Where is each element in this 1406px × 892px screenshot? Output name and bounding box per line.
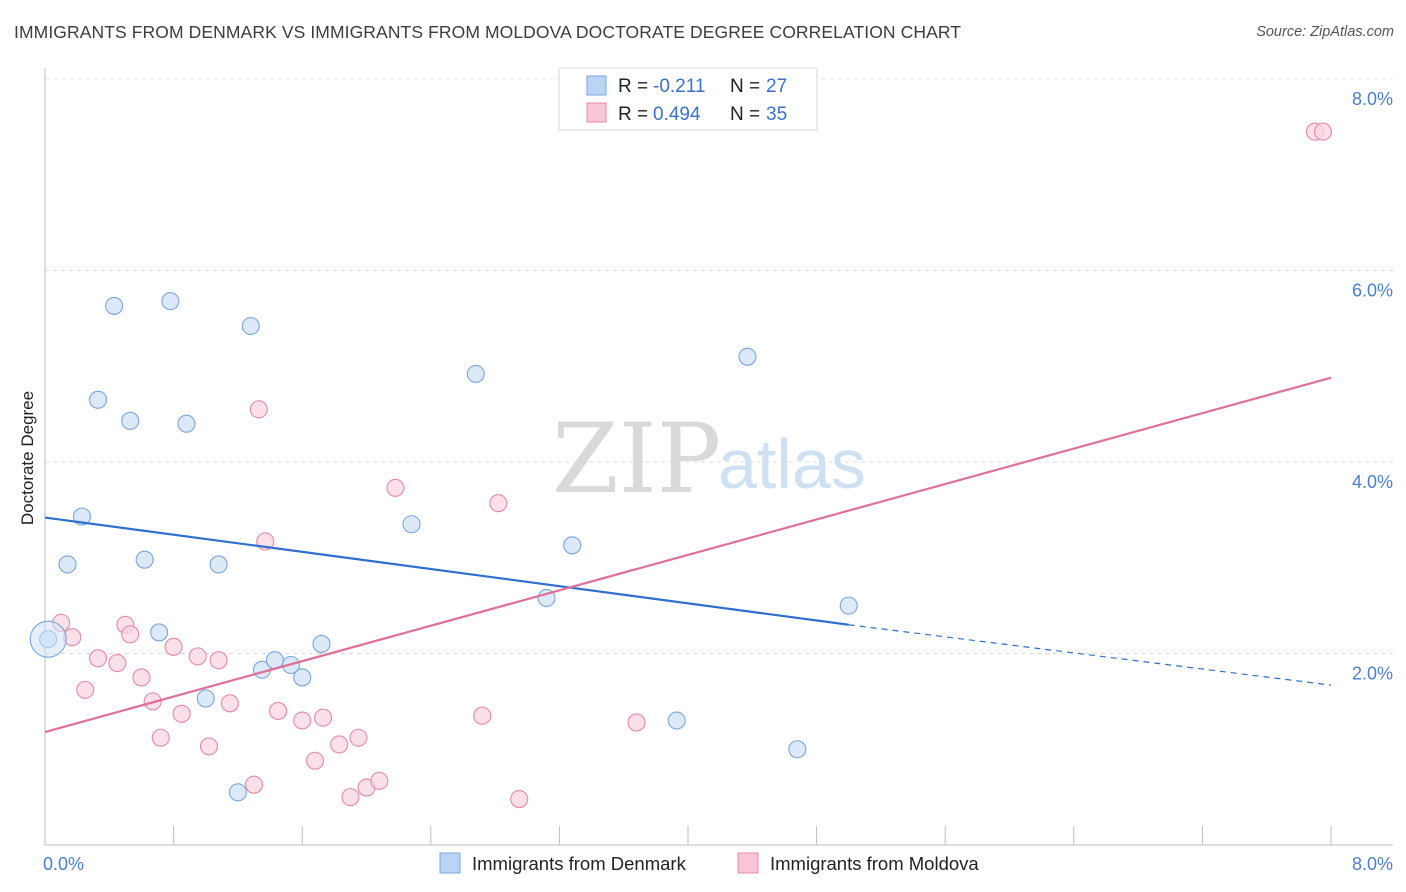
point-s1-14	[209, 651, 228, 670]
point-s0-18	[312, 634, 331, 653]
point-s1-24	[341, 788, 360, 807]
point-s0-20	[466, 364, 485, 383]
point-s1-32	[627, 713, 646, 732]
bottom-legend-swatch-denmark	[439, 852, 461, 874]
legend-r-value-denmark: -0.211	[653, 76, 705, 97]
axes	[44, 68, 1393, 846]
point-s1-28	[386, 478, 405, 497]
point-s1-21	[306, 751, 325, 770]
point-s1-19	[269, 701, 288, 721]
bottom-legend: Immigrants from Denmark Immigrants from …	[439, 852, 979, 874]
y-tick-label-0: 2.0%	[1352, 664, 1393, 684]
point-s0-10	[196, 689, 215, 708]
legend-r-label-moldova: R =	[618, 104, 648, 125]
watermark-zip: ZIP	[552, 403, 721, 515]
legend-r-label-denmark: R =	[618, 76, 648, 97]
point-s1-6	[121, 625, 140, 644]
point-s0-26	[839, 596, 858, 615]
point-s0-6	[135, 550, 154, 569]
point-s1-27	[370, 771, 389, 790]
point-s1-7	[132, 668, 151, 687]
point-s0-8	[161, 292, 180, 311]
point-s0-12	[228, 783, 247, 802]
point-s1-4	[108, 654, 127, 673]
point-s0-13	[241, 316, 260, 336]
watermark: ZIP atlas	[552, 403, 866, 515]
point-s1-31	[510, 789, 529, 809]
bottom-legend-label-moldova: Immigrants from Moldova	[770, 853, 979, 874]
trend-line-s1	[44, 376, 1332, 734]
y-tick-label-1: 4.0%	[1352, 472, 1393, 492]
point-s0-7	[150, 623, 169, 642]
point-s0-5	[121, 411, 140, 430]
legend-box: R = -0.211 N = 27 R = 0.494 N = 35	[558, 67, 818, 131]
chart-title: IMMIGRANTS FROM DENMARK VS IMMIGRANTS FR…	[14, 22, 962, 42]
grid-lines	[45, 78, 1393, 654]
point-s0-25	[788, 740, 807, 759]
legend-r-value-moldova: 0.494	[653, 104, 701, 125]
trend-line-s0	[44, 516, 849, 626]
point-s0-3	[88, 390, 108, 409]
y-tick-label-3: 8.0%	[1352, 89, 1393, 109]
point-s0-9	[177, 414, 196, 433]
data-points	[29, 122, 1333, 809]
point-s0-19	[402, 515, 421, 534]
legend-swatch-moldova	[586, 102, 607, 123]
point-s1-9	[151, 728, 170, 747]
point-s1-34	[1313, 122, 1333, 141]
tick-labels: 2.0% 4.0% 6.0% 8.0% 0.0% 8.0%	[43, 89, 1393, 874]
point-s1-16	[244, 775, 264, 794]
point-s1-15	[220, 694, 239, 713]
point-cluster-origin	[29, 620, 67, 658]
x-tick-label-1: 8.0%	[1352, 854, 1393, 874]
legend-n-value-denmark: 27	[766, 76, 787, 97]
point-s1-2	[76, 680, 95, 699]
point-s1-23	[330, 735, 349, 754]
point-s0-11	[209, 555, 228, 574]
point-s0-22	[563, 536, 582, 555]
point-s1-10	[164, 637, 183, 656]
point-s1-17	[249, 400, 268, 419]
legend-swatch-denmark	[586, 75, 607, 96]
y-tick-label-2: 6.0%	[1352, 281, 1393, 301]
point-s1-3	[88, 649, 108, 668]
bottom-legend-label-denmark: Immigrants from Denmark	[472, 853, 687, 874]
trend-lines	[44, 376, 1332, 734]
point-s0-23	[667, 711, 686, 730]
legend-n-value-moldova: 35	[766, 104, 787, 125]
legend-n-label-moldova: N =	[730, 104, 760, 125]
y-axis-label: Doctorate Degree	[18, 391, 37, 525]
point-s1-25	[349, 728, 368, 747]
point-s1-12	[188, 647, 207, 666]
point-s0-1	[58, 555, 77, 574]
source-credit: Source: ZipAtlas.com	[1256, 24, 1394, 40]
legend-n-label-denmark: N =	[730, 76, 760, 97]
trend-line-dashed-s0	[848, 624, 1332, 686]
point-s0-4	[105, 296, 124, 315]
point-s0-24	[738, 347, 757, 366]
point-s1-13	[199, 737, 219, 756]
point-s1-30	[489, 494, 508, 513]
point-s1-11	[172, 704, 191, 723]
point-s1-22	[314, 708, 333, 727]
x-tick-label-0: 0.0%	[43, 854, 84, 874]
point-s0-17	[293, 668, 312, 687]
point-s1-29	[473, 706, 492, 725]
point-s1-20	[293, 711, 312, 730]
watermark-atlas: atlas	[718, 425, 866, 503]
bottom-legend-swatch-moldova	[737, 852, 759, 874]
